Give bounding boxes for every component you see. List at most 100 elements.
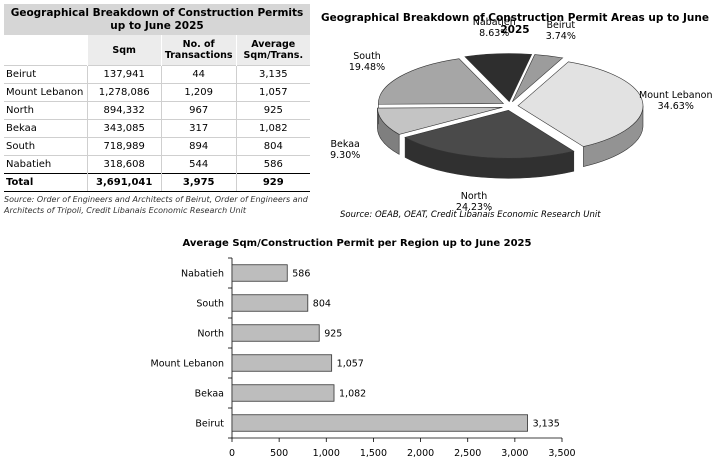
bar-value-label: 925	[324, 329, 342, 340]
pie-slice-bekaa	[377, 107, 503, 135]
pie-label-name: Nabatieh	[472, 17, 516, 29]
table-source-note: Source: Order of Engineers and Architect…	[4, 195, 308, 215]
x-tick-label: 1,500	[360, 448, 387, 459]
bar-mount-lebanon	[231, 354, 333, 372]
pie-chart-source-note: Source: OEAB, OEAT, Credit Libanais Econ…	[340, 210, 601, 220]
pie-label-name: Mount Lebanon	[639, 89, 713, 101]
table-title: Geographical Breakdown of Construction P…	[4, 4, 310, 35]
bar-value-label: 1,057	[337, 359, 364, 370]
bar-chart-title: Average Sqm/Construction Permit per Regi…	[182, 238, 532, 249]
pie-slice-south	[378, 58, 505, 105]
bar-nabatieh	[231, 264, 288, 282]
region-cell: Beirut	[4, 65, 88, 84]
pie-label-nabatieh: Nabatieh 8.63%	[473, 17, 516, 39]
average-cell: 3,135	[235, 65, 310, 84]
transactions-cell: 544	[160, 155, 237, 174]
table-row: South 718,989 894 804	[4, 137, 310, 156]
y-tick-label: Mount Lebanon	[151, 359, 224, 370]
bar-beirut	[231, 414, 528, 432]
region-cell: South	[4, 137, 88, 156]
x-tick-label: 2,500	[454, 448, 481, 459]
bar-north	[231, 324, 320, 342]
table-row: Mount Lebanon 1,278,086 1,209 1,057	[4, 83, 310, 102]
region-cell: Bekaa	[4, 119, 88, 138]
pie-label-bekaa: Bekaa 9.30%	[330, 139, 360, 161]
total-sqm-cell: 3,691,041	[86, 173, 162, 192]
x-tick-label: 2,000	[407, 448, 434, 459]
pie-slice-north	[404, 109, 575, 159]
pie-label-name: Beirut	[546, 20, 576, 32]
pie-label-beirut: Beirut 3.74%	[546, 20, 576, 42]
pie-slice-nabatieh	[464, 53, 533, 103]
y-tick-label: North	[197, 329, 224, 340]
bar-value-label: 586	[292, 269, 310, 280]
pie-label-percent: 3.74%	[545, 31, 576, 43]
bar-value-label: 1,082	[339, 389, 366, 400]
pie-label-percent: 19.48%	[348, 62, 386, 74]
pie-chart-title: Geographical Breakdown of Construction P…	[321, 12, 709, 36]
header-average: Average Sqm/Trans.	[235, 35, 310, 66]
average-cell: 1,057	[235, 83, 310, 102]
y-tick-label: Beirut	[195, 419, 224, 430]
region-cell: Nabatieh	[4, 155, 88, 174]
table-row: Beirut 137,941 44 3,135	[4, 65, 310, 84]
pie-label-mount-lebanon: Mount Lebanon 34.63%	[639, 90, 712, 112]
total-transactions-cell: 3,975	[160, 173, 237, 192]
pie-label-percent: 34.63%	[657, 100, 694, 112]
pie-label-name: Bekaa	[330, 138, 360, 150]
sqm-cell: 894,332	[86, 101, 162, 120]
transactions-cell: 894	[160, 137, 237, 156]
average-cell: 804	[235, 137, 310, 156]
x-tick-label: 1,000	[313, 448, 340, 459]
sqm-cell: 718,989	[86, 137, 162, 156]
y-tick-label: South	[196, 299, 224, 310]
region-cell: Mount Lebanon	[4, 83, 88, 102]
transactions-cell: 317	[160, 119, 237, 138]
sqm-cell: 1,278,086	[86, 83, 162, 102]
transactions-cell: 1,209	[160, 83, 237, 102]
pie-label-percent: 8.63%	[479, 28, 510, 40]
pie-label-name: North	[460, 191, 488, 203]
bar-chart: Nabatieh 586 South 804 North 925 Mount Lebanon…	[151, 257, 576, 459]
total-average-cell: 929	[235, 173, 310, 192]
header-sqm: Sqm	[86, 35, 162, 66]
transactions-cell: 967	[160, 101, 237, 120]
x-tick-label: 500	[270, 448, 288, 459]
x-tick-label: 3,500	[548, 448, 575, 459]
pie-label-south: South 19.48%	[349, 51, 385, 73]
pie-label-percent: 24.23%	[455, 202, 493, 214]
table-total-row: Total 3,691,041 3,975 929	[4, 173, 310, 192]
bar-value-label: 804	[313, 299, 331, 310]
sqm-cell: 137,941	[86, 65, 162, 84]
transactions-cell: 44	[160, 65, 237, 84]
pie-slice-beirut	[512, 54, 564, 103]
bar-bekaa	[231, 384, 335, 402]
sqm-cell: 343,085	[86, 119, 162, 138]
region-cell: North	[4, 101, 88, 120]
pie-chart	[377, 53, 644, 179]
header-transactions: No. of Transactions	[160, 35, 237, 66]
table-row: Nabatieh 318,608 544 586	[4, 155, 310, 174]
x-tick-label: 0	[229, 448, 235, 459]
permits-table: Sqm No. of Transactions Average Sqm/Tran…	[4, 35, 310, 192]
pie-label-name: South	[353, 51, 381, 63]
y-tick-label: Nabatieh	[181, 269, 224, 280]
permits-table-panel: Geographical Breakdown of Construction P…	[4, 4, 310, 216]
average-cell: 586	[235, 155, 310, 174]
pie-label-percent: 9.30%	[330, 149, 361, 161]
total-label-cell: Total	[4, 173, 88, 192]
table-row: Bekaa 343,085 317 1,082	[4, 119, 310, 138]
pie-label-north: North 24.23%	[456, 191, 492, 213]
header-region	[4, 35, 88, 66]
average-cell: 1,082	[235, 119, 310, 138]
table-header-row: Sqm No. of Transactions Average Sqm/Tran…	[4, 35, 310, 66]
bar-plot-area: Nabatieh 586 South 804 North 925 Mount Lebanon…	[151, 257, 576, 459]
table-row: North 894,332 967 925	[4, 101, 310, 120]
y-tick-label: Bekaa	[195, 389, 224, 400]
pie-slice-tops	[377, 53, 644, 159]
average-cell: 925	[235, 101, 310, 120]
x-tick-label: 3,000	[501, 448, 528, 459]
sqm-cell: 318,608	[86, 155, 162, 174]
bar-value-label: 3,135	[533, 419, 560, 430]
bar-south	[231, 294, 309, 312]
